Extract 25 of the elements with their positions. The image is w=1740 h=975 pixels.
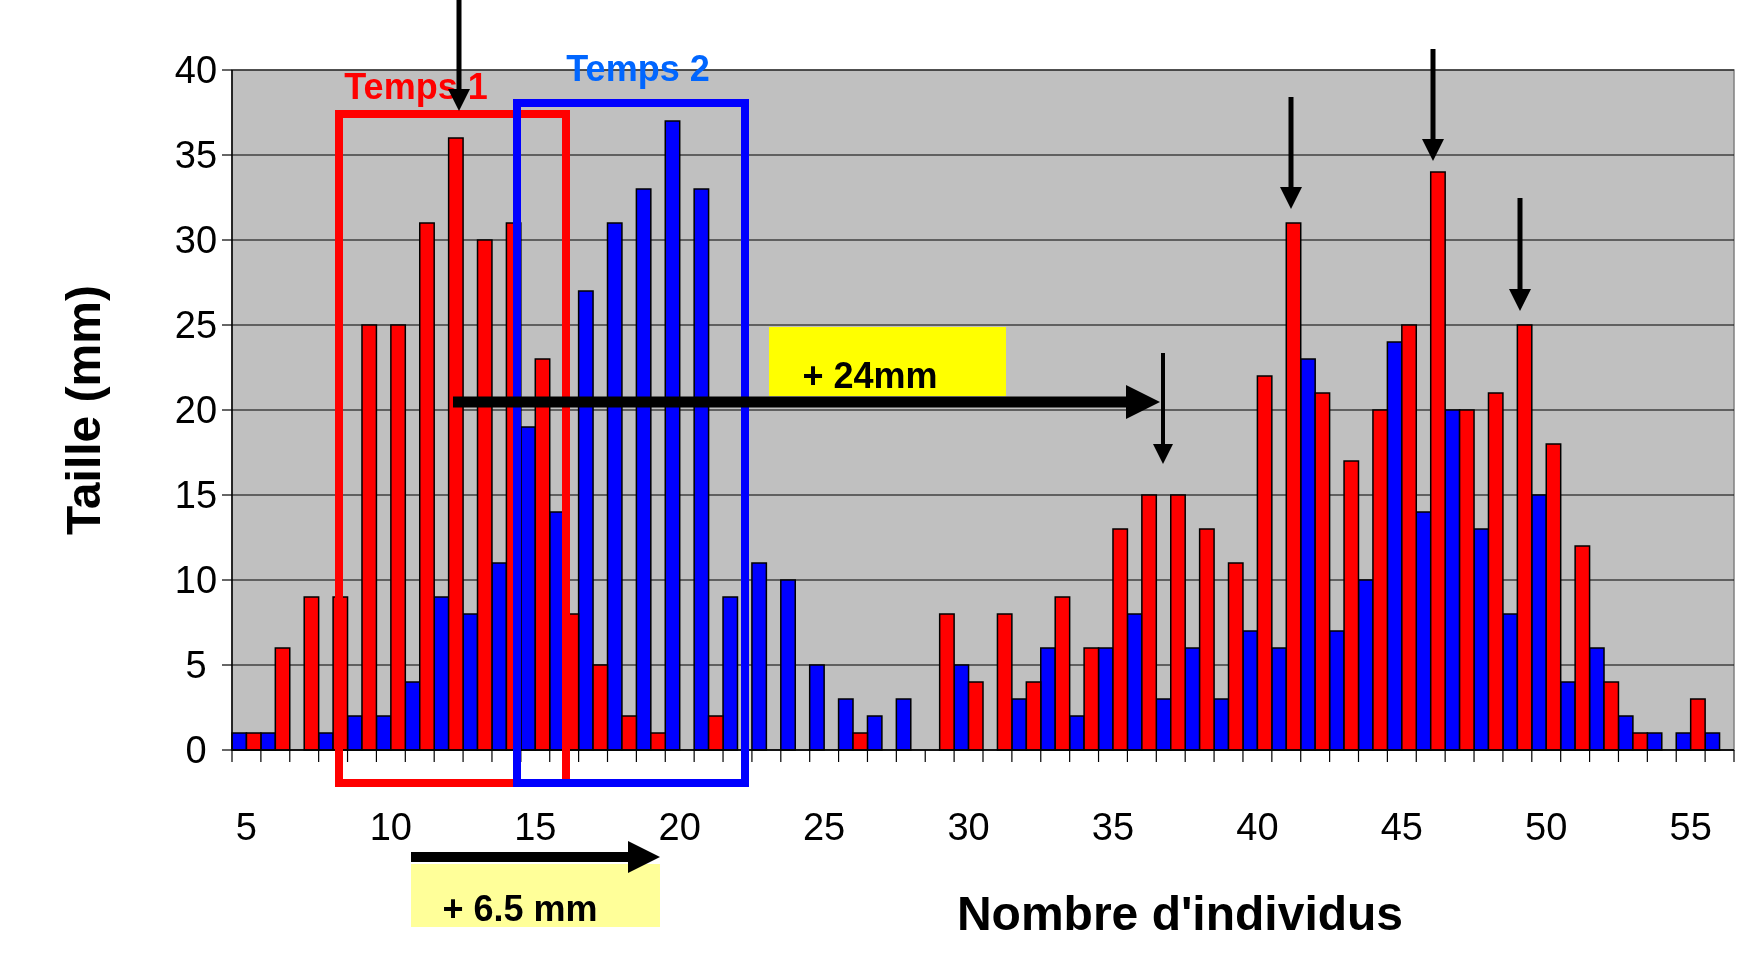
x-axis-title: Nombre d'individus	[956, 887, 1404, 940]
x-tick-label: 10	[369, 806, 413, 848]
x-tick-label: 25	[802, 806, 846, 848]
y-tick-label: 30	[174, 219, 218, 262]
y-tick-label: 20	[174, 389, 218, 432]
x-tick-label: 40	[1236, 806, 1279, 848]
y-tick-label: 0	[185, 729, 207, 772]
x-tick-label: 50	[1525, 806, 1568, 848]
annotation: + 24mm	[802, 354, 938, 396]
x-tick-label: 55	[1669, 806, 1712, 848]
y-tick-label: 35	[174, 134, 218, 177]
x-tick-label: 45	[1380, 806, 1423, 848]
x-tick-label: 35	[1091, 806, 1135, 848]
y-tick-label: 10	[174, 559, 218, 602]
x-tick-label: 5	[235, 806, 258, 848]
annotation: Temps 1	[344, 65, 488, 107]
y-tick-label: 25	[174, 304, 218, 347]
y-tick-label: 5	[185, 644, 207, 687]
x-tick-label: 30	[947, 806, 990, 848]
y-tick-label: 15	[174, 474, 218, 517]
y-tick-label: 40	[174, 49, 218, 92]
x-tick-label: 15	[514, 806, 557, 848]
y-axis-title: Taille (mm)	[57, 285, 110, 535]
text: + 6.5 mm	[442, 887, 598, 929]
x-tick-label: 20	[658, 806, 701, 848]
